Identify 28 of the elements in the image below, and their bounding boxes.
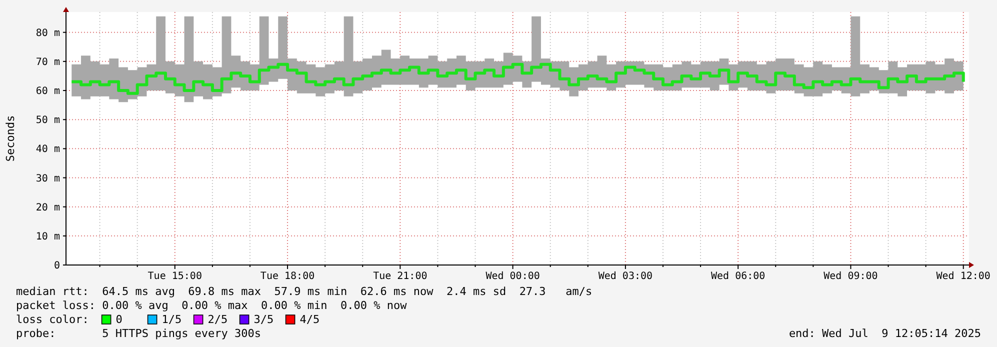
x-tick-label: Wed 03:00 bbox=[598, 271, 653, 282]
text: 0 bbox=[116, 313, 122, 326]
y-tick-label: 40 m bbox=[36, 144, 60, 156]
x-tick-label: Tue 18:00 bbox=[260, 271, 315, 282]
text: probe: 5 HTTPS pings every 300s bbox=[16, 327, 262, 340]
x-tick-label: Wed 06:00 bbox=[710, 271, 766, 282]
text: 3/5 bbox=[254, 313, 274, 326]
y-tick-label: 50 m bbox=[36, 115, 60, 126]
x-tick-label: Tue 15:00 bbox=[148, 271, 202, 282]
text: 4/5 bbox=[300, 313, 320, 326]
x-tick-label: Wed 00:00 bbox=[486, 271, 540, 282]
x-tick-label: Wed 09:00 bbox=[824, 271, 878, 282]
y-axis-title: Seconds bbox=[4, 115, 17, 162]
x-tick-label: Wed 12:00 bbox=[936, 271, 990, 282]
y-tick-label: 60 m bbox=[36, 86, 60, 98]
text: loss color: bbox=[16, 313, 89, 326]
y-tick-label: 30 m bbox=[36, 173, 60, 184]
y-tick-label: 20 m bbox=[36, 202, 60, 214]
y-tick-label: 10 m bbox=[36, 231, 60, 242]
y-tick-label: 70 m bbox=[36, 56, 60, 68]
text: median rtt: 64.5 ms avg 69.8 ms max 57.9 ms min 62.6 ms now 2.4 ms sd 27.3 am/s bbox=[16, 285, 592, 298]
y-tick-label: 80 m bbox=[36, 28, 60, 39]
text: 1/5 bbox=[162, 313, 182, 326]
text: 2/5 bbox=[208, 313, 228, 326]
x-tick-label: Tue 21:00 bbox=[373, 271, 428, 282]
y-tick-label: 0 bbox=[54, 260, 60, 272]
text: packet loss: 0.00 % avg 0.00 % max 0.00 % min 0.00 % now bbox=[16, 299, 408, 312]
text: end: Wed Jul 9 12:05:14 2025 bbox=[788, 327, 981, 340]
